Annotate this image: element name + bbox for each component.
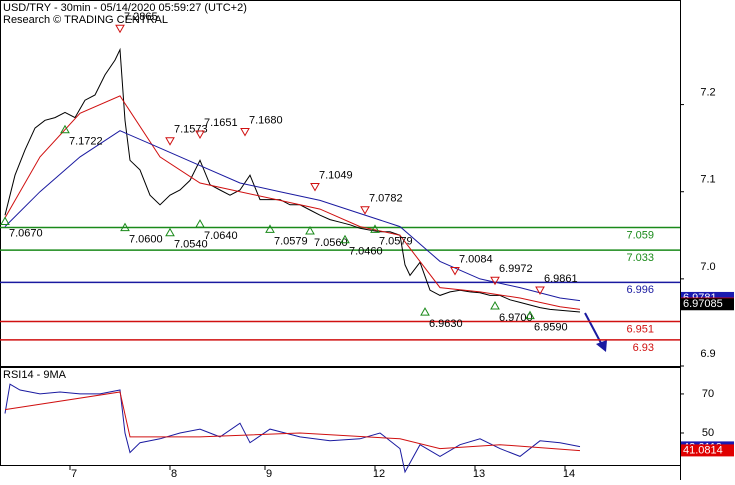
x-tick-label: 14 — [563, 468, 575, 480]
annotation-label: 7.1651 — [204, 117, 238, 129]
low-marker — [490, 300, 500, 310]
high-marker — [360, 206, 370, 215]
low-marker — [340, 234, 350, 244]
annotation-label: 7.0782 — [369, 193, 403, 205]
annotation-label: 7.0640 — [204, 230, 238, 242]
y-tick-label: 7.2 — [700, 86, 715, 98]
annotation-label: 7.0579 — [379, 235, 413, 247]
x-tick-label: 13 — [473, 468, 485, 480]
annotation-label: 7.0670 — [9, 227, 43, 239]
annotation-label: 7.1680 — [249, 114, 283, 126]
y-tick-label: 50 — [702, 427, 714, 439]
high-marker — [450, 267, 460, 276]
high-marker — [115, 24, 125, 34]
rsi-title: RSI14 - 9MA — [3, 369, 67, 381]
level-label: 6.951 — [626, 323, 654, 335]
annotation-label: 6.9861 — [544, 273, 578, 285]
low-marker — [370, 224, 380, 233]
series-line — [4, 383, 581, 474]
high-marker — [195, 130, 205, 139]
price-label: 41.0814 — [683, 444, 723, 456]
series-line — [4, 391, 581, 452]
high-marker — [310, 182, 320, 192]
price-label: 6.97085 — [683, 298, 723, 310]
x-tick-label: 7 — [71, 468, 77, 480]
annotation-label: 6.9700 — [499, 312, 533, 324]
annotation-label: 7.0560 — [314, 237, 348, 249]
series-line — [4, 130, 581, 302]
low-marker — [265, 224, 275, 233]
low-marker — [525, 310, 535, 320]
high-marker — [240, 127, 250, 137]
annotation-label: 6.9972 — [499, 263, 533, 275]
annotation-label: 6.9630 — [429, 318, 463, 330]
annotation-label: 7.0540 — [174, 239, 208, 251]
level-label: 6.93 — [633, 342, 654, 354]
series-line — [4, 95, 581, 310]
series-line — [4, 47, 581, 313]
x-tick-label: 8 — [171, 468, 177, 480]
low-marker — [420, 307, 430, 316]
annotation-label: 7.1049 — [319, 169, 353, 181]
low-marker — [0, 216, 10, 225]
high-marker — [535, 286, 545, 295]
annotation-label: 6.9590 — [534, 321, 568, 333]
annotation-label: 7.0084 — [459, 253, 493, 265]
price-box — [681, 444, 734, 457]
y-tick-label: 70 — [702, 388, 714, 400]
chart-subtitle: Research © TRADING CENTRAL — [3, 14, 168, 26]
annotation-label: 7.1722 — [69, 136, 103, 148]
y-tick-label: 7.0 — [700, 261, 715, 273]
annotation-label: 7.0600 — [129, 233, 163, 245]
high-marker — [490, 276, 500, 286]
level-label: 7.033 — [626, 252, 654, 264]
annotation-label: 7.1573 — [174, 124, 208, 136]
low-marker — [305, 226, 315, 235]
price-box — [681, 298, 734, 311]
chart-title: USD/TRY - 30min - 05/14/2020 05:59:27 (U… — [3, 2, 247, 14]
x-tick-label: 9 — [266, 468, 272, 480]
low-marker — [120, 222, 130, 232]
annotation-label: 7.0460 — [349, 246, 383, 258]
y-tick-label: 7.1 — [700, 174, 715, 186]
low-marker — [60, 124, 70, 134]
low-marker — [165, 227, 175, 237]
level-label: 6.996 — [626, 284, 654, 296]
y-tick-label: 6.9 — [700, 348, 715, 360]
annotation-label: 7.2865 — [124, 11, 158, 23]
high-marker — [165, 137, 175, 146]
x-tick-label: 12 — [373, 468, 385, 480]
annotation-label: 7.0579 — [274, 235, 308, 247]
level-label: 7.059 — [626, 229, 654, 241]
low-marker — [195, 219, 205, 228]
